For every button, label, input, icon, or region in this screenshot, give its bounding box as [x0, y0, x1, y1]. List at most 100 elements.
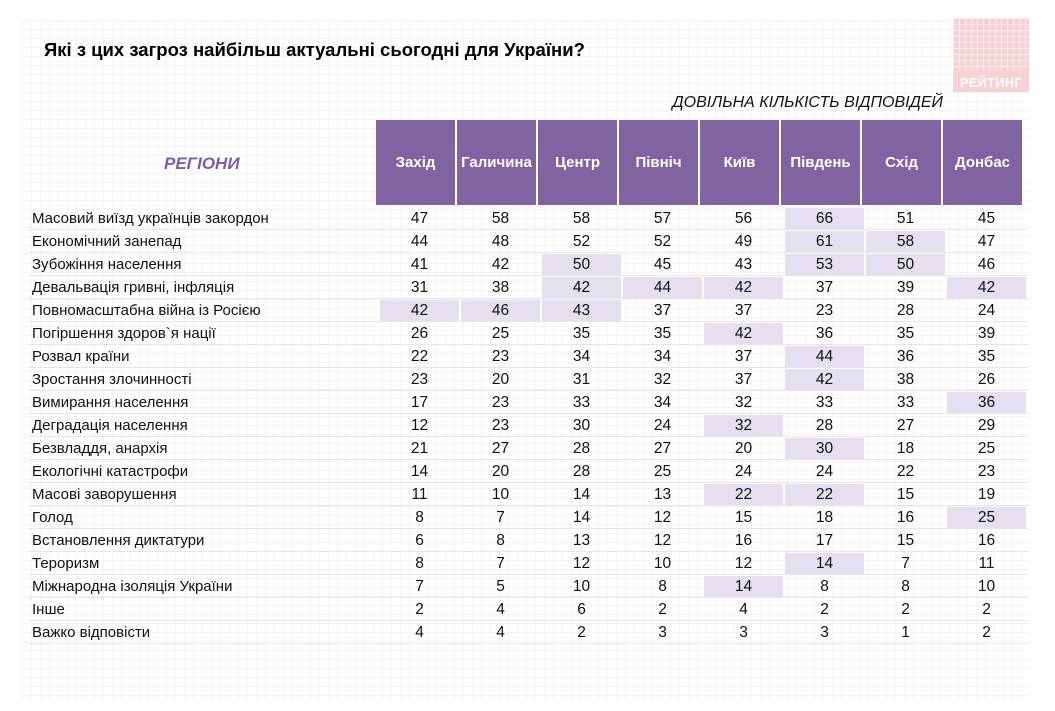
table-cell: 32	[734, 393, 753, 411]
table-cell: 28	[572, 439, 591, 457]
table-cell: 5	[496, 577, 505, 595]
logo-pattern	[953, 18, 1029, 70]
table-cell: 2	[415, 600, 424, 618]
table-row: Екологічні катастрофи 14 20 28 25 24 24 22 23	[28, 460, 1028, 483]
column-header: Захід	[376, 120, 455, 205]
row-label: Масовий виїзд українців закордон	[32, 210, 269, 227]
table-cell: 41	[410, 255, 429, 273]
table-cell: 23	[977, 462, 996, 480]
table-cell: 35	[572, 324, 591, 342]
table-cell: 8	[901, 577, 910, 595]
table-cell: 43	[542, 300, 621, 321]
table-cell: 42	[380, 300, 459, 321]
table-cell: 23	[491, 347, 510, 365]
table-row: Встановлення диктатури 6 8 13 12 16 17 15 16	[28, 529, 1028, 552]
table-cell: 48	[491, 232, 510, 250]
table-cell: 8	[658, 577, 667, 595]
table-cell: 35	[653, 324, 672, 342]
table-cell: 17	[815, 531, 834, 549]
table-cell: 14	[572, 508, 591, 526]
table-cell: 38	[491, 278, 510, 296]
table-cell: 36	[815, 324, 834, 342]
table-cell: 34	[653, 393, 672, 411]
table-cell: 12	[572, 554, 591, 572]
table-cell: 25	[653, 462, 672, 480]
table-cell: 37	[734, 347, 753, 365]
row-label: Погіршення здоров`я нації	[32, 325, 216, 342]
table-row: Повномасштабна війна із Росією 42 46 43 37 37…	[28, 299, 1028, 322]
table-cell: 6	[577, 600, 586, 618]
table-cell: 2	[577, 623, 586, 641]
table-cell: 34	[572, 347, 591, 365]
table-cell: 26	[977, 370, 996, 388]
table-cell: 8	[415, 508, 424, 526]
row-label: Масові заворушення	[32, 486, 177, 503]
table-cell: 53	[785, 254, 864, 275]
table-cell: 43	[734, 255, 753, 273]
table-cell: 39	[977, 324, 996, 342]
table-cell: 11	[411, 485, 428, 503]
table-row: Зубожіння населення 41 42 50 45 43 53 50 46	[28, 253, 1028, 276]
table-row: Зростання злочинності 23 20 31 32 37 42 38 26	[28, 368, 1028, 391]
row-label: Встановлення диктатури	[32, 532, 205, 549]
row-label: Деградація населення	[32, 417, 188, 434]
table-cell: 11	[978, 554, 995, 572]
column-header: Схід	[862, 120, 941, 205]
table-row: Погіршення здоров`я нації 26 25 35 35 42 36 35 3…	[28, 322, 1028, 345]
table-cell: 23	[410, 370, 429, 388]
table-cell: 23	[815, 301, 834, 319]
table-cell: 16	[896, 508, 915, 526]
table-cell: 28	[815, 416, 834, 434]
table-subtitle: ДОВІЛЬНА КІЛЬКІСТЬ ВІДПОВІДЕЙ	[672, 94, 943, 111]
table-cell: 12	[653, 508, 672, 526]
table-row: Вимирання населення 17 23 33 34 32 33 33 36	[28, 391, 1028, 414]
table-cell: 45	[977, 209, 996, 227]
table-cell: 20	[491, 370, 510, 388]
row-label: Важко відповісти	[32, 624, 151, 641]
table-cell: 14	[704, 576, 783, 597]
table-cell: 23	[491, 416, 510, 434]
table-cell: 20	[491, 462, 510, 480]
table-cell: 1	[901, 623, 910, 641]
table-cell: 57	[653, 209, 672, 227]
table-cell: 22	[785, 484, 864, 505]
table-cell: 61	[785, 231, 864, 252]
table-cell: 10	[977, 577, 996, 595]
table-row: Масові заворушення 11 10 14 13 22 22 15 19	[28, 483, 1028, 506]
table-cell: 7	[901, 554, 910, 572]
table-cell: 6	[415, 531, 424, 549]
table-cell: 18	[896, 439, 915, 457]
table-cell: 22	[704, 484, 783, 505]
table-cell: 24	[653, 416, 672, 434]
table-cell: 47	[410, 209, 429, 227]
table-cell: 45	[653, 255, 672, 273]
table-cell: 3	[658, 623, 667, 641]
table-cell: 14	[785, 553, 864, 574]
table-row: Важко відповісти 4 4 2 3 3 3 1 2	[28, 621, 1028, 644]
column-header: Галичина	[457, 120, 536, 205]
table-row: Розвал країни 22 23 34 34 37 44 36 35	[28, 345, 1028, 368]
table-cell: 37	[734, 301, 753, 319]
table-cell: 25	[491, 324, 510, 342]
table-cell: 21	[410, 439, 429, 457]
table-cell: 33	[896, 393, 915, 411]
table-cell: 36	[896, 347, 915, 365]
row-label: Інше	[32, 601, 65, 618]
table-cell: 52	[653, 232, 672, 250]
table-cell: 33	[815, 393, 834, 411]
row-label: Голод	[32, 509, 73, 526]
table-cell: 39	[896, 278, 915, 296]
table-cell: 19	[977, 485, 996, 503]
table-cell: 2	[982, 600, 991, 618]
column-headers: Захід Галичина Центр Північ Київ Південь Схід Д…	[376, 120, 1022, 205]
table-cell: 7	[415, 577, 424, 595]
table-cell: 17	[410, 393, 429, 411]
table-cell: 24	[734, 462, 753, 480]
table-cell: 26	[410, 324, 429, 342]
table-cell: 31	[410, 278, 429, 296]
table-row: Деградація населення 12 23 30 24 32 28 27 29	[28, 414, 1028, 437]
table-cell: 2	[901, 600, 910, 618]
row-label: Вимирання населення	[32, 394, 189, 411]
table-cell: 32	[704, 415, 783, 436]
table-cell: 42	[491, 255, 510, 273]
